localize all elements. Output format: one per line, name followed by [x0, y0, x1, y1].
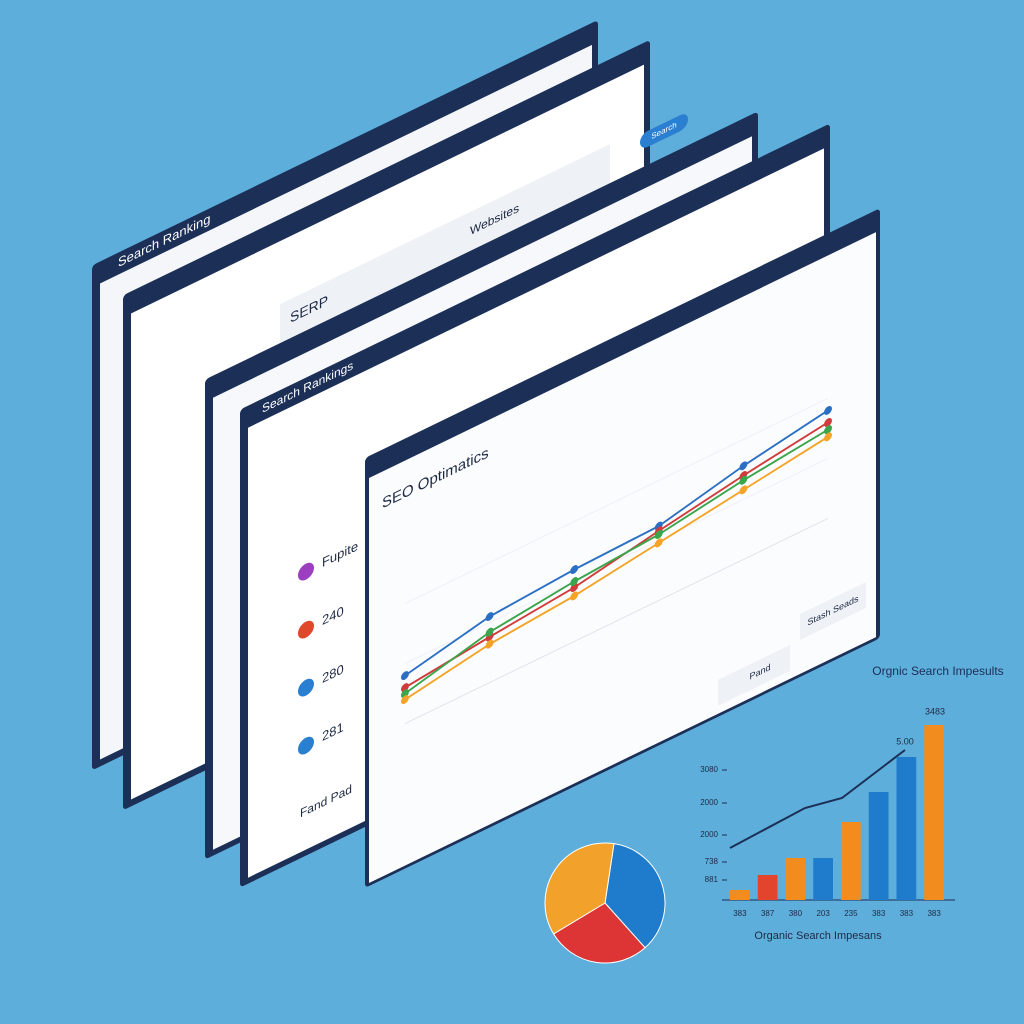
y-tick-label: 2000: [700, 830, 718, 839]
trend-line: [729, 749, 906, 849]
bar: [785, 858, 806, 900]
y-tick-label: 738: [705, 857, 719, 866]
list-icon: [298, 678, 314, 697]
line-point: [739, 461, 748, 471]
line-point: [654, 530, 663, 539]
line-series: [404, 435, 829, 701]
line-series: [404, 409, 829, 677]
pie-slice: [604, 843, 666, 949]
x-tick-label: 235: [844, 909, 858, 918]
annotation: 5.00: [896, 736, 914, 746]
bar-chart-title: Orgnic Search Impesults: [872, 664, 1003, 678]
bar-chart: Orgnic Search Impesults Organic Search I…: [700, 664, 1003, 942]
y-tick-label: 3080: [700, 765, 718, 774]
y-tick-label: 2000: [700, 798, 718, 807]
bar: [868, 792, 889, 900]
plot-guide: [405, 457, 828, 665]
main-window: SEO Optimatics Pand Stash Seads: [365, 209, 880, 887]
bar: [757, 875, 778, 900]
line-point: [485, 627, 494, 637]
list-icon: [298, 736, 314, 755]
line-point: [824, 417, 832, 427]
line-point: [570, 577, 579, 586]
line-point: [570, 591, 579, 601]
line-point: [485, 612, 494, 621]
line-point: [739, 485, 748, 495]
line-point: [485, 639, 494, 649]
button[interactable]: [800, 581, 866, 640]
bar: [813, 858, 833, 900]
header-box: [280, 144, 610, 345]
line-series: [404, 421, 829, 689]
pie-slice: [544, 842, 615, 935]
x-tick-label: 383: [900, 909, 914, 918]
bar: [924, 725, 944, 900]
x-tick-label: 203: [816, 909, 830, 918]
x-tick-label: 383: [927, 909, 941, 918]
plot-guide: [405, 397, 828, 605]
list-icon: [298, 620, 314, 639]
line-point: [401, 695, 409, 705]
line-point: [824, 432, 832, 442]
bar: [841, 822, 861, 900]
x-tick-label: 387: [761, 909, 775, 918]
line-point: [654, 538, 663, 548]
x-tick-label: 380: [789, 909, 803, 918]
button[interactable]: [718, 644, 790, 706]
line-series: [404, 428, 829, 695]
bar: [896, 757, 917, 900]
plot-baseline: [405, 517, 828, 725]
bar: [730, 890, 750, 900]
line-point: [401, 671, 409, 681]
line-point: [570, 565, 579, 574]
x-tick-label: 383: [733, 909, 747, 918]
line-point: [739, 475, 748, 485]
pie-slice: [552, 902, 646, 964]
x-axis-label: Organic Search Impesans: [754, 930, 882, 942]
line-point: [824, 425, 832, 435]
y-tick-label: 881: [705, 875, 719, 884]
x-tick-label: 383: [872, 909, 886, 918]
annotation: 3483: [925, 706, 945, 716]
pie-chart: [544, 842, 666, 964]
list-icon: [298, 562, 314, 581]
line-point: [824, 405, 832, 415]
search-button[interactable]: [640, 111, 688, 150]
